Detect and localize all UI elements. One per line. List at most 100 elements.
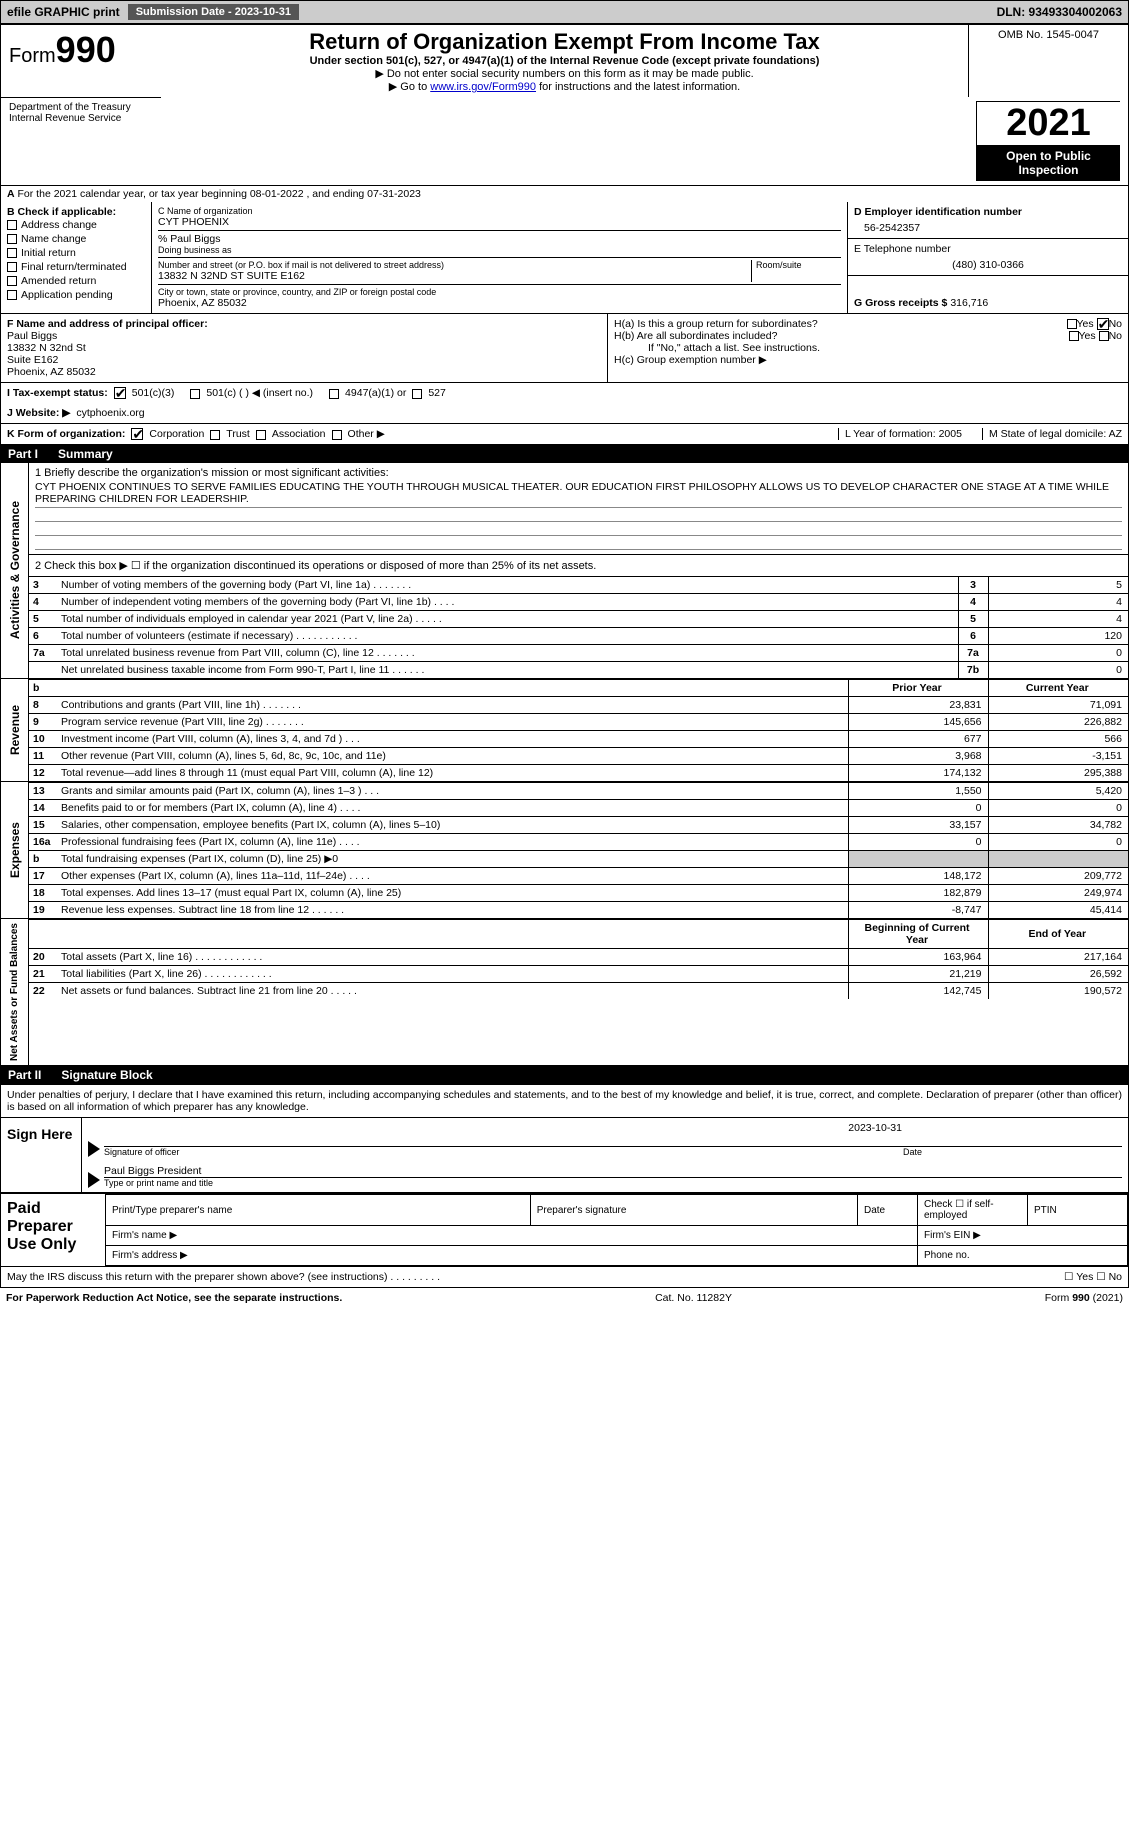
table-row: 6Total number of volunteers (estimate if…: [29, 628, 1128, 645]
ein: 56-2542357: [854, 218, 1122, 234]
section-b: B Check if applicable: Address changeNam…: [1, 202, 151, 313]
room-suite: Room/suite: [751, 260, 841, 282]
expenses-table: 13Grants and similar amounts paid (Part …: [29, 782, 1128, 918]
checkbox-row: Initial return: [7, 246, 145, 260]
paid-preparer-block: Paid Preparer Use Only Print/Type prepar…: [0, 1193, 1129, 1267]
open-inspection: Open to Public Inspection: [976, 145, 1120, 181]
row-i: I Tax-exempt status: 501(c)(3) 501(c) ( …: [0, 383, 1129, 403]
prep-date-cell: Date: [858, 1195, 918, 1226]
table-row: 8Contributions and grants (Part VIII, li…: [29, 697, 1128, 714]
checkbox-row: Name change: [7, 232, 145, 246]
dln-label: DLN: 93493304002063: [997, 5, 1122, 19]
ptin-cell: PTIN: [1028, 1195, 1128, 1226]
netassets-table: Beginning of Current YearEnd of Year20To…: [29, 919, 1128, 999]
table-row: Net unrelated business taxable income fr…: [29, 662, 1128, 679]
mission-text: CYT PHOENIX CONTINUES TO SERVE FAMILIES …: [35, 479, 1122, 508]
table-row: 19Revenue less expenses. Subtract line 1…: [29, 902, 1128, 919]
line-2: 2 Check this box ▶ ☐ if the organization…: [29, 554, 1128, 576]
table-row: 20Total assets (Part X, line 16) . . . .…: [29, 949, 1128, 966]
table-row: 13Grants and similar amounts paid (Part …: [29, 783, 1128, 800]
table-row: bTotal fundraising expenses (Part IX, co…: [29, 851, 1128, 868]
table-row: 5Total number of individuals employed in…: [29, 611, 1128, 628]
phone-number: (480) 310-0366: [854, 255, 1122, 271]
gov-label: Activities & Governance: [6, 497, 24, 643]
table-row: 22Net assets or fund balances. Subtract …: [29, 983, 1128, 1000]
penalty-text: Under penalties of perjury, I declare th…: [1, 1085, 1128, 1117]
checkbox-row: Amended return: [7, 274, 145, 288]
prep-sig-cell: Preparer's signature: [530, 1195, 857, 1226]
firm-ein-cell: Firm's EIN ▶: [918, 1226, 1128, 1246]
part-i-body: Activities & Governance 1 Briefly descri…: [0, 463, 1129, 1066]
table-row: 14Benefits paid to or for members (Part …: [29, 800, 1128, 817]
form-title: Return of Organization Exempt From Incom…: [169, 29, 960, 55]
sign-here-label: Sign Here: [1, 1118, 81, 1192]
governance-table: 3Number of voting members of the governi…: [29, 576, 1128, 678]
line-1-label: 1 Briefly describe the organization's mi…: [35, 467, 1122, 479]
paperwork-footer: For Paperwork Reduction Act Notice, see …: [0, 1288, 1129, 1308]
table-row: 3Number of voting members of the governi…: [29, 577, 1128, 594]
table-row: 18Total expenses. Add lines 13–17 (must …: [29, 885, 1128, 902]
table-row: 16aProfessional fundraising fees (Part I…: [29, 834, 1128, 851]
tax-year: 2021: [976, 101, 1120, 145]
block-f-h: F Name and address of principal officer:…: [0, 314, 1129, 383]
care-of: % Paul Biggs: [158, 233, 841, 245]
table-row: 15Salaries, other compensation, employee…: [29, 817, 1128, 834]
irs-link[interactable]: www.irs.gov/Form990: [430, 81, 536, 93]
section-h: H(a) Is this a group return for subordin…: [608, 314, 1128, 382]
prep-name-cell: Print/Type preparer's name: [106, 1195, 531, 1226]
period-a: A For the 2021 calendar year, or tax yea…: [0, 186, 1129, 202]
table-row: Beginning of Current YearEnd of Year: [29, 920, 1128, 949]
block-a-to-g: B Check if applicable: Address changeNam…: [0, 202, 1129, 314]
gross-receipts: 316,716: [950, 297, 988, 309]
table-row: 17Other expenses (Part IX, column (A), l…: [29, 868, 1128, 885]
org-name: CYT PHOENIX: [158, 216, 841, 228]
sig-date-value: 2023-10-31: [88, 1122, 1122, 1134]
firm-name-cell: Firm's name ▶: [106, 1226, 918, 1246]
signature-block: Under penalties of perjury, I declare th…: [0, 1084, 1129, 1193]
submission-date-button[interactable]: Submission Date - 2023-10-31: [128, 4, 299, 20]
table-row: 10Investment income (Part VIII, column (…: [29, 731, 1128, 748]
section-f: F Name and address of principal officer:…: [1, 314, 608, 382]
checkbox-icon[interactable]: [7, 248, 17, 258]
row-k: K Form of organization: Corporation Trus…: [0, 424, 1129, 445]
checkbox-row: Final return/terminated: [7, 260, 145, 274]
table-row: 21Total liabilities (Part X, line 26) . …: [29, 966, 1128, 983]
part-ii-header: Part IISignature Block: [0, 1066, 1129, 1084]
checkbox-icon[interactable]: [7, 290, 17, 300]
table-row: 7aTotal unrelated business revenue from …: [29, 645, 1128, 662]
subtitle-2: ▶ Do not enter social security numbers o…: [169, 67, 960, 80]
efile-label: efile GRAPHIC print: [7, 5, 120, 19]
discuss-row: May the IRS discuss this return with the…: [0, 1267, 1129, 1288]
revenue-table: bPrior YearCurrent Year8Contributions an…: [29, 679, 1128, 781]
dept-label: Department of the Treasury Internal Reve…: [1, 97, 161, 185]
phone-cell: Phone no.: [918, 1246, 1128, 1266]
checkbox-icon[interactable]: [7, 234, 17, 244]
city-line: Phoenix, AZ 85032: [158, 297, 841, 309]
checkbox-row: Application pending: [7, 288, 145, 302]
rev-label: Revenue: [6, 701, 24, 759]
row-j: J Website: ▶ cytphoenix.org: [0, 403, 1129, 424]
checkbox-row: Address change: [7, 218, 145, 232]
checkbox-icon[interactable]: [7, 276, 17, 286]
top-bar: efile GRAPHIC print Submission Date - 20…: [0, 0, 1129, 24]
section-d-e-g: D Employer identification number 56-2542…: [848, 202, 1128, 313]
section-c: C Name of organization CYT PHOENIX % Pau…: [151, 202, 848, 313]
website-link[interactable]: cytphoenix.org: [76, 407, 144, 419]
subtitle-3: ▶ Go to www.irs.gov/Form990 for instruct…: [169, 80, 960, 93]
table-row: bPrior YearCurrent Year: [29, 680, 1128, 697]
table-row: 9Program service revenue (Part VIII, lin…: [29, 714, 1128, 731]
paid-preparer-label: Paid Preparer Use Only: [1, 1194, 105, 1266]
checkbox-icon[interactable]: [7, 262, 17, 272]
firm-addr-cell: Firm's address ▶: [106, 1246, 918, 1266]
checkbox-icon[interactable]: [7, 220, 17, 230]
omb-number: OMB No. 1545-0047: [968, 25, 1128, 97]
prep-check-cell: Check ☐ if self-employed: [918, 1195, 1028, 1226]
form-number: Form990: [9, 29, 153, 71]
subtitle-1: Under section 501(c), 527, or 4947(a)(1)…: [169, 55, 960, 67]
officer-name: Paul Biggs President: [104, 1165, 1122, 1177]
table-row: 4Number of independent voting members of…: [29, 594, 1128, 611]
form-header: Form990 Return of Organization Exempt Fr…: [0, 24, 1129, 186]
table-row: 11Other revenue (Part VIII, column (A), …: [29, 748, 1128, 765]
part-i-header: Part ISummary: [0, 445, 1129, 463]
table-row: 12Total revenue—add lines 8 through 11 (…: [29, 765, 1128, 782]
